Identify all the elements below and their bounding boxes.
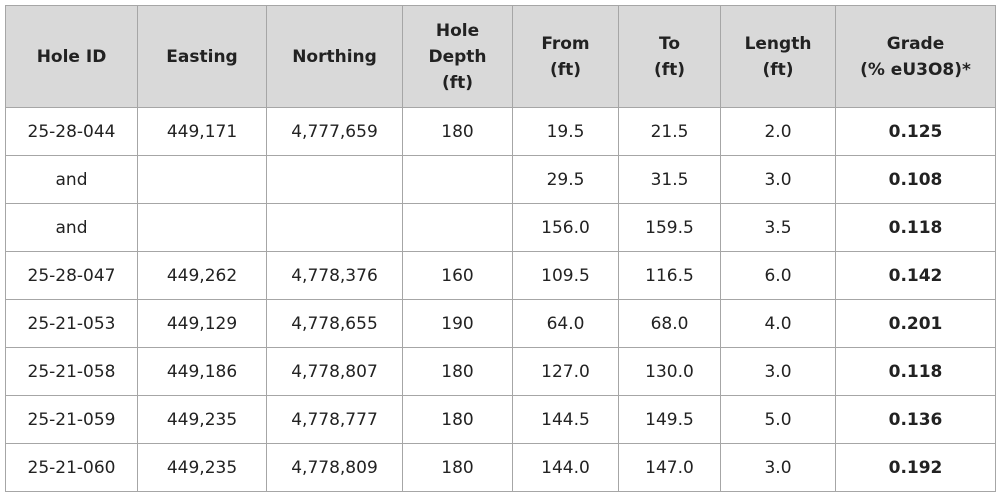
header-cell: Northing (266, 5, 403, 108)
header-text: (ft) (441, 72, 474, 93)
table-body: 25-28-044 449,171 4,777,659 180 19.5 21.5 2.0 0… (5, 107, 996, 492)
table-cell: 4,777,659 (266, 107, 403, 156)
table-cell: 4,778,655 (266, 299, 403, 348)
table-cell: 2.0 (720, 107, 836, 156)
table-cell: 147.0 (618, 443, 721, 492)
table-cell: 25-28-044 (5, 107, 138, 156)
table-cell: 4,778,376 (266, 251, 403, 300)
table-cell: 4.0 (720, 299, 836, 348)
table-cell (402, 155, 513, 204)
table-cell: 449,235 (137, 395, 267, 444)
table-cell: 149.5 (618, 395, 721, 444)
table-cell: 449,129 (137, 299, 267, 348)
table-cell: 0.125 (835, 107, 996, 156)
table-cell: 0.108 (835, 155, 996, 204)
table-cell: 4,778,809 (266, 443, 403, 492)
table-cell: and (5, 155, 138, 204)
table-cell: 3.0 (720, 155, 836, 204)
table-cell (137, 203, 267, 252)
header-text: From (541, 33, 590, 54)
table-cell: and (5, 203, 138, 252)
header-cell: Easting (137, 5, 267, 108)
table-cell: 25-28-047 (5, 251, 138, 300)
table-cell: 0.142 (835, 251, 996, 300)
table-cell: 25-21-059 (5, 395, 138, 444)
table-cell (137, 155, 267, 204)
table-cell: 25-21-058 (5, 347, 138, 396)
table-cell: 160 (402, 251, 513, 300)
header-text: Depth (428, 46, 487, 67)
header-text: Hole ID (36, 46, 107, 67)
table-cell: 144.5 (512, 395, 619, 444)
table-cell: 116.5 (618, 251, 721, 300)
table-cell (266, 155, 403, 204)
table-row: 25-21-060 449,235 4,778,809 180 144.0 147.0 3.… (5, 443, 996, 492)
drill-table: Hole ID Easting Northing Hole Depth (ft) From (… (5, 5, 996, 492)
header-text: To (658, 33, 681, 54)
table-cell: 21.5 (618, 107, 721, 156)
table-cell: 180 (402, 395, 513, 444)
table-row: 25-28-047 449,262 4,778,376 160 109.5 116.5 6.… (5, 251, 996, 300)
header-text: (% eU3O8)* (860, 59, 971, 80)
table-cell: 31.5 (618, 155, 721, 204)
table-row: 25-21-053 449,129 4,778,655 190 64.0 68.0 4.0 0… (5, 299, 996, 348)
table-cell: 5.0 (720, 395, 836, 444)
header-text: (ft) (549, 59, 582, 80)
table-cell: 0.192 (835, 443, 996, 492)
table-row: 25-21-059 449,235 4,778,777 180 144.5 149.5 5.… (5, 395, 996, 444)
table-cell: 3.0 (720, 347, 836, 396)
table-cell: 0.136 (835, 395, 996, 444)
table-cell: 68.0 (618, 299, 721, 348)
table-cell: 64.0 (512, 299, 619, 348)
table-cell: 449,262 (137, 251, 267, 300)
table-cell: 449,235 (137, 443, 267, 492)
table-cell: 144.0 (512, 443, 619, 492)
table-cell: 25-21-053 (5, 299, 138, 348)
table-cell: 0.118 (835, 203, 996, 252)
header-cell: Hole ID (5, 5, 138, 108)
table-row: and 156.0 159.5 3.5 0.118 (5, 203, 996, 252)
table-cell: 4,778,807 (266, 347, 403, 396)
header-text: (ft) (762, 59, 794, 80)
table-cell: 0.201 (835, 299, 996, 348)
table-cell: 130.0 (618, 347, 721, 396)
table-cell: 449,186 (137, 347, 267, 396)
table-cell: 4,778,777 (266, 395, 403, 444)
table-cell: 156.0 (512, 203, 619, 252)
table-cell: 3.5 (720, 203, 836, 252)
table-cell: 3.0 (720, 443, 836, 492)
header-text: (ft) (653, 59, 686, 80)
table-cell: 180 (402, 443, 513, 492)
table-cell (402, 203, 513, 252)
header-cell: To (ft) (618, 5, 721, 108)
table-cell (266, 203, 403, 252)
header-cell: From (ft) (512, 5, 619, 108)
table-cell: 180 (402, 107, 513, 156)
header-text: Easting (166, 46, 238, 67)
header-text: Hole (435, 20, 480, 41)
table-cell: 25-21-060 (5, 443, 138, 492)
table-cell: 0.118 (835, 347, 996, 396)
table-row: and 29.5 31.5 3.0 0.108 (5, 155, 996, 204)
table-cell: 109.5 (512, 251, 619, 300)
header-cell: Grade (% eU3O8)* (835, 5, 996, 108)
table-cell: 190 (402, 299, 513, 348)
header-text: Length (744, 33, 812, 54)
table-row: 25-28-044 449,171 4,777,659 180 19.5 21.5 2.0 0… (5, 107, 996, 156)
header-cell: Hole Depth (ft) (402, 5, 513, 108)
header-row: Hole ID Easting Northing Hole Depth (ft) From (… (5, 5, 996, 108)
table-cell: 159.5 (618, 203, 721, 252)
table-cell: 29.5 (512, 155, 619, 204)
table-cell: 449,171 (137, 107, 267, 156)
header-text: Grade (886, 33, 945, 54)
header-cell: Length (ft) (720, 5, 836, 108)
table-cell: 127.0 (512, 347, 619, 396)
table-row: 25-21-058 449,186 4,778,807 180 127.0 130.0 3.… (5, 347, 996, 396)
table-cell: 19.5 (512, 107, 619, 156)
table-cell: 6.0 (720, 251, 836, 300)
header-text: Northing (292, 46, 377, 67)
table-cell: 180 (402, 347, 513, 396)
